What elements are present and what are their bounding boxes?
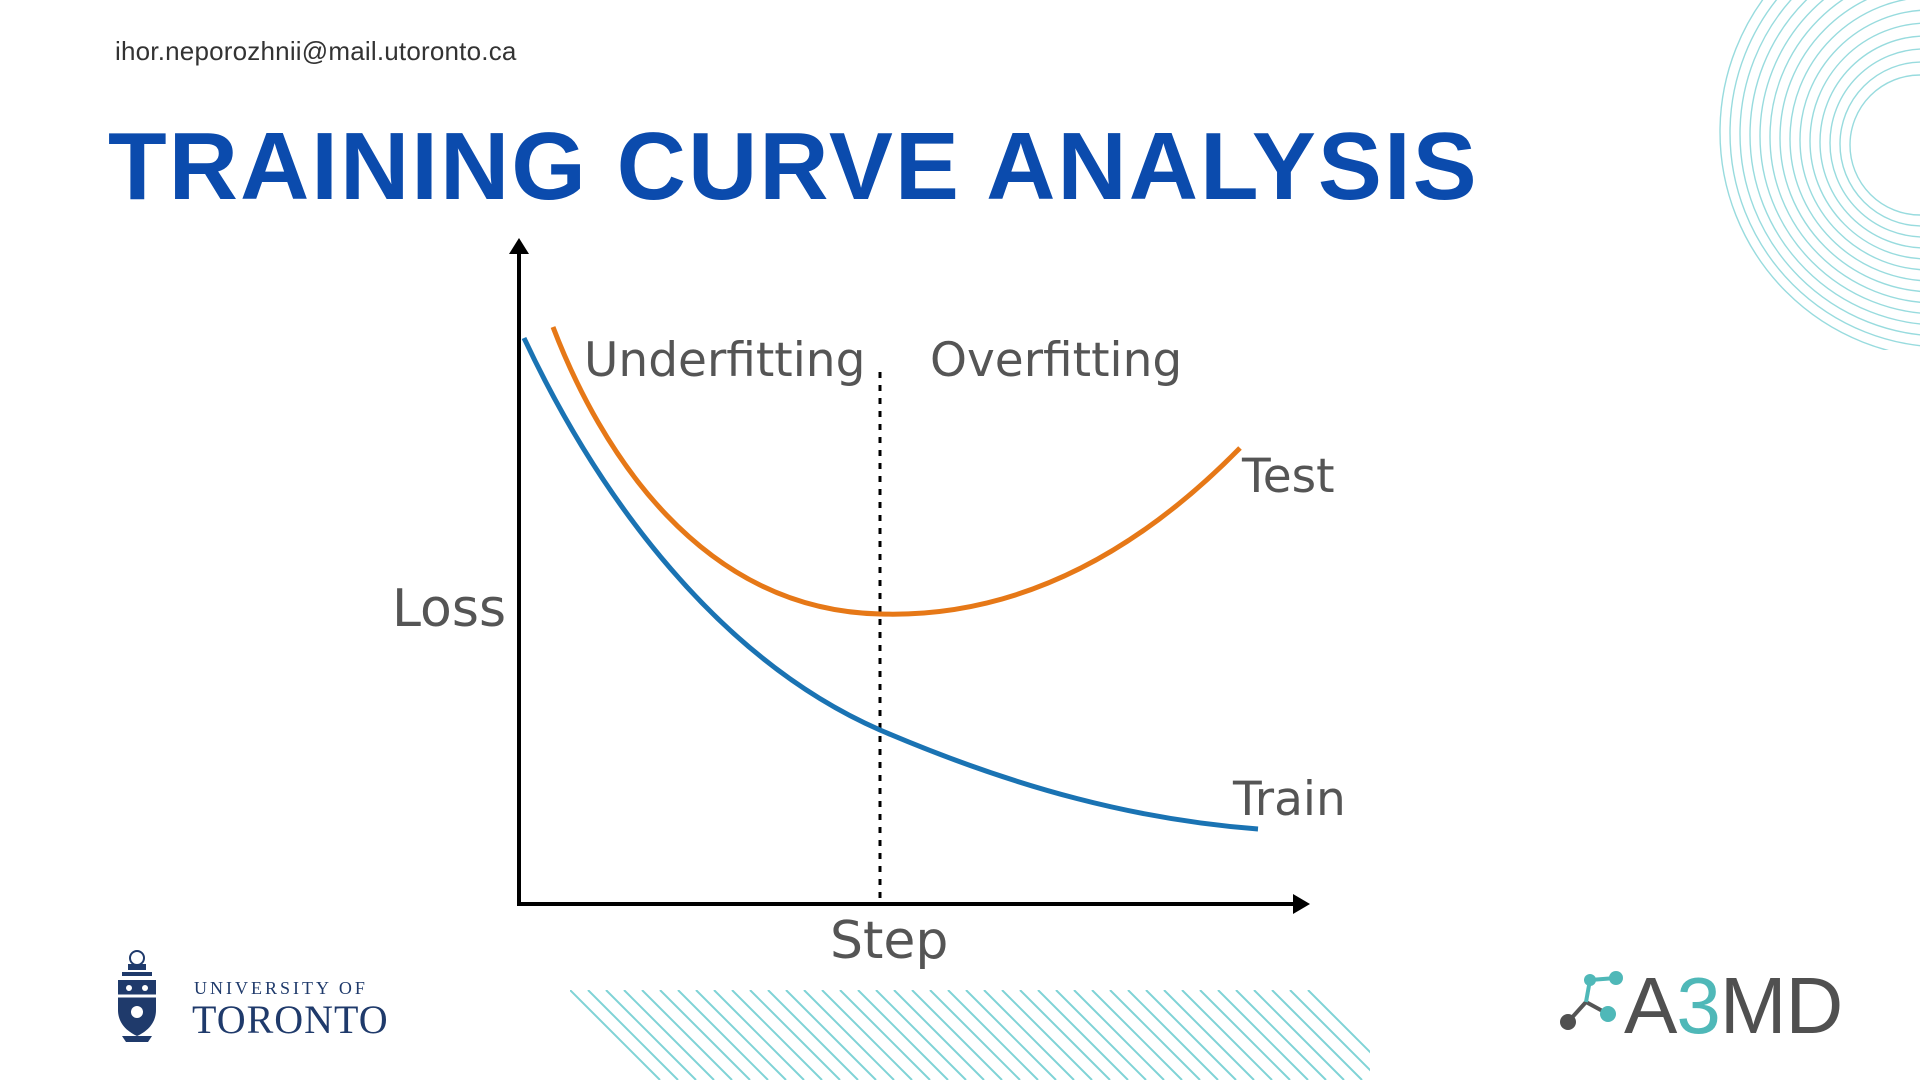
- decor-ring: [1779, 0, 1920, 293]
- y-axis-arrow-icon: [509, 238, 529, 254]
- decor-ring: [1749, 0, 1920, 325]
- decor-ring: [1719, 0, 1890, 350]
- x-axis-arrow-icon: [1293, 894, 1310, 914]
- series-label-test: Test: [1241, 449, 1335, 504]
- decor-stripe: [893, 990, 985, 1080]
- decor-stripe: [1127, 990, 1219, 1080]
- decor-ring: [1809, 22, 1920, 260]
- slide-title: TRAINING CURVE ANALYSIS: [108, 113, 1479, 220]
- lab-name: A3MD: [1624, 961, 1843, 1050]
- decor-stripe: [1019, 990, 1111, 1080]
- decor-stripe: [983, 990, 1075, 1080]
- decor-stripe: [947, 990, 1039, 1080]
- decor-stripe: [1235, 990, 1327, 1080]
- decor-stripe: [875, 990, 967, 1080]
- decor-stripe: [1307, 990, 1370, 1054]
- decor-stripe: [1181, 990, 1273, 1080]
- series-line-test: [550, 326, 1242, 617]
- decor-stripe: [1091, 990, 1183, 1080]
- decor-ring: [1739, 0, 1920, 336]
- decor-stripe: [641, 990, 733, 1080]
- decor-stripe: [659, 990, 751, 1080]
- decor-stripe: [1109, 990, 1201, 1080]
- crest-icon: [118, 950, 156, 1042]
- decor-ring: [1829, 48, 1920, 238]
- lab-logo: A3MD: [1556, 960, 1856, 1060]
- decor-stripe: [1163, 990, 1255, 1080]
- decor-stripe: [731, 990, 823, 1080]
- decor-ring: [1789, 0, 1920, 282]
- decor-stripe: [749, 990, 841, 1080]
- decor-stripe: [1253, 990, 1345, 1080]
- decor-stripe: [1073, 990, 1165, 1080]
- decor-stripe: [911, 990, 1003, 1080]
- x-axis-label: Step: [830, 911, 948, 971]
- decor-stripe: [839, 990, 931, 1080]
- molecule-icon: [1560, 971, 1623, 1030]
- decor-stripe: [1001, 990, 1093, 1080]
- decor-stripe: [677, 990, 769, 1080]
- decor-stripe: [1145, 990, 1237, 1080]
- series-line-train: [521, 336, 1259, 832]
- decor-stripe: [1037, 990, 1129, 1080]
- decor-stripe: [1271, 990, 1363, 1080]
- decor-stripe: [1289, 990, 1370, 1072]
- decor-stripe: [1217, 990, 1309, 1080]
- decor-stripe: [929, 990, 1021, 1080]
- region-label-overfitting: Overfitting: [930, 333, 1182, 388]
- university-logo: UNIVERSITY OF TORONTO: [112, 948, 392, 1048]
- y-axis-label: Loss: [392, 579, 506, 639]
- decor-ring: [1799, 9, 1920, 271]
- series-label-train: Train: [1232, 772, 1346, 827]
- author-email: ihor.neporozhnii@mail.utoronto.ca: [115, 36, 517, 66]
- decorative-stripes: [570, 990, 1370, 1080]
- decor-ring: [1729, 0, 1920, 347]
- decor-stripe: [623, 990, 715, 1080]
- decor-stripe: [857, 990, 949, 1080]
- university-label: UNIVERSITY OF: [194, 978, 368, 998]
- decor-ring: [1819, 35, 1920, 249]
- decor-stripe: [605, 990, 697, 1080]
- decor-stripe: [785, 990, 877, 1080]
- decor-ring: [1839, 61, 1920, 227]
- decor-stripe: [587, 990, 679, 1080]
- decor-stripe: [1199, 990, 1291, 1080]
- decor-stripe: [803, 990, 895, 1080]
- university-name: TORONTO: [192, 997, 389, 1042]
- decor-ring: [1849, 74, 1920, 216]
- decor-ring: [1769, 0, 1920, 303]
- decor-stripe: [695, 990, 787, 1080]
- decor-stripe: [570, 990, 661, 1080]
- decor-stripe: [713, 990, 805, 1080]
- region-label-underfitting: Underfitting: [584, 333, 865, 388]
- decor-ring: [1759, 0, 1920, 314]
- decor-stripe: [1055, 990, 1147, 1080]
- decorative-circles: [1719, 0, 1920, 350]
- decor-stripe: [965, 990, 1057, 1080]
- decor-stripe: [821, 990, 913, 1080]
- decor-stripe: [767, 990, 859, 1080]
